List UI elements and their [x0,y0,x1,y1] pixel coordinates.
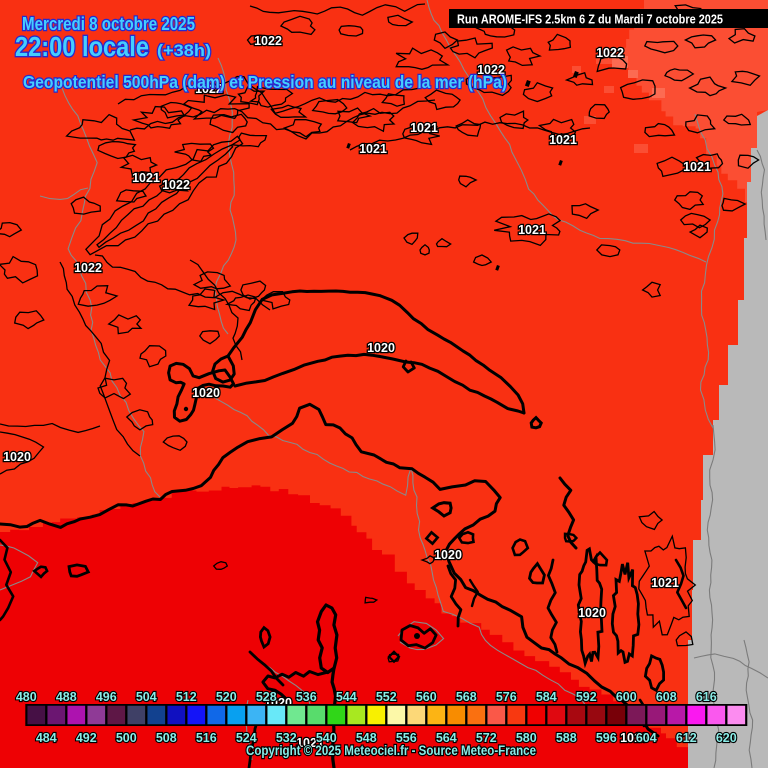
svg-text:596: 596 [596,731,617,745]
svg-text:1021: 1021 [651,576,679,590]
svg-text:1021: 1021 [683,160,711,174]
svg-text:584: 584 [536,690,557,704]
svg-text:536: 536 [296,690,317,704]
svg-text:516: 516 [196,731,217,745]
svg-text:540: 540 [316,731,337,745]
svg-text:1022: 1022 [477,63,505,77]
svg-text:1022: 1022 [254,34,282,48]
svg-text:500: 500 [116,731,137,745]
svg-text:548: 548 [356,731,377,745]
svg-text:560: 560 [416,690,437,704]
svg-text:496: 496 [96,690,117,704]
svg-text:508: 508 [156,731,177,745]
svg-text:612: 612 [676,731,697,745]
svg-text:552: 552 [376,690,397,704]
svg-text:1016: 1016 [620,731,648,745]
svg-text:504: 504 [136,690,157,704]
svg-text:1021: 1021 [549,133,577,147]
svg-text:608: 608 [656,690,677,704]
svg-text:512: 512 [176,690,197,704]
svg-text:580: 580 [516,731,537,745]
svg-text:480: 480 [16,690,37,704]
svg-text:1021: 1021 [518,223,546,237]
svg-text:520: 520 [216,690,237,704]
svg-text:1022: 1022 [195,82,223,96]
svg-text:1020: 1020 [578,606,606,620]
svg-text:556: 556 [396,731,417,745]
svg-text:620: 620 [716,731,737,745]
svg-text:592: 592 [576,690,597,704]
svg-text:568: 568 [456,690,477,704]
svg-text:1022: 1022 [74,261,102,275]
svg-text:532: 532 [276,731,297,745]
svg-text:576: 576 [496,690,517,704]
svg-text:600: 600 [616,690,637,704]
svg-text:564: 564 [436,731,457,745]
svg-text:488: 488 [56,690,77,704]
svg-text:1022: 1022 [162,178,190,192]
svg-text:572: 572 [476,731,497,745]
svg-text:484: 484 [36,731,57,745]
svg-text:528: 528 [256,690,277,704]
svg-text:1020: 1020 [3,450,31,464]
svg-text:1021: 1021 [359,142,387,156]
svg-text:1020: 1020 [434,548,462,562]
svg-text:1021: 1021 [410,121,438,135]
svg-text:Run AROME-IFS 2.5km 6 Z du Mar: Run AROME-IFS 2.5km 6 Z du Mardi 7 octob… [457,12,723,27]
svg-text:1022: 1022 [596,46,624,60]
svg-text:(+38h): (+38h) [157,41,211,60]
svg-text:1021: 1021 [132,171,160,185]
svg-text:Mercredi 8 octobre 2025: Mercredi 8 octobre 2025 [22,14,195,34]
svg-text:492: 492 [76,731,97,745]
svg-text:Geopotentiel 500hPa (dam) et P: Geopotentiel 500hPa (dam) et Pression au… [23,72,507,92]
svg-text:544: 544 [336,690,357,704]
svg-text:1020: 1020 [192,386,220,400]
svg-text:22:00 locale: 22:00 locale [15,31,149,62]
svg-text:524: 524 [236,731,257,745]
svg-text:588: 588 [556,731,577,745]
svg-text:1020: 1020 [367,341,395,355]
svg-text:604: 604 [636,731,657,745]
svg-text:1021: 1021 [296,736,324,750]
svg-text:Copyright © 2025 Meteociel.fr: Copyright © 2025 Meteociel.fr - Source M… [246,743,536,758]
svg-text:616: 616 [696,690,717,704]
